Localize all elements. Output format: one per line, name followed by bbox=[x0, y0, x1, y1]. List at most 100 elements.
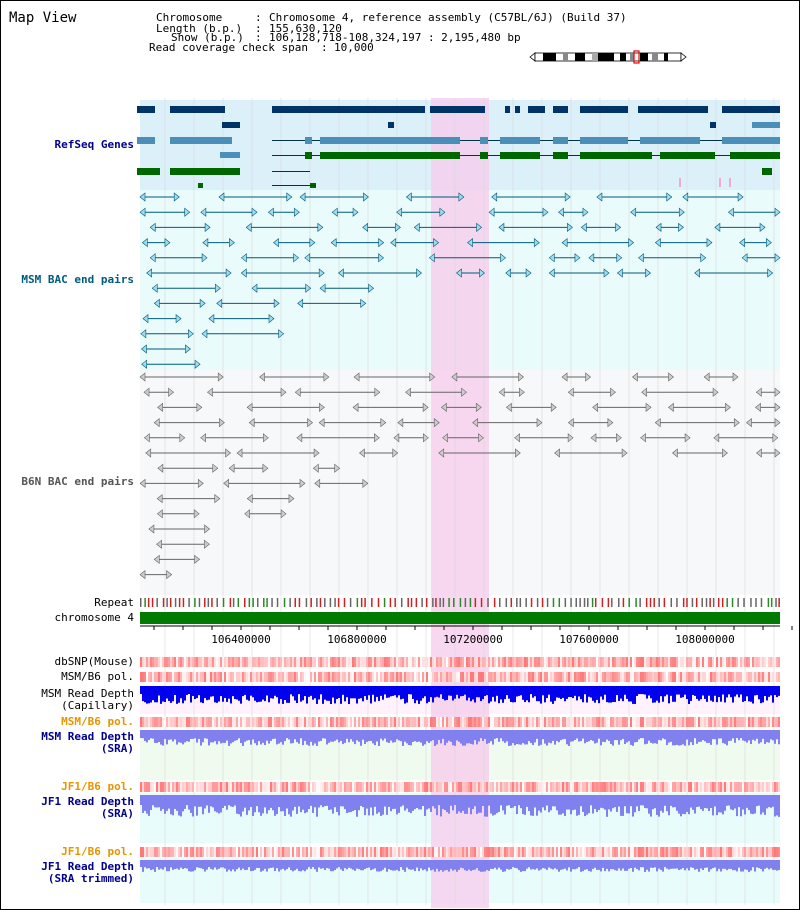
jf1-depth-trim-bar bbox=[772, 860, 774, 870]
msm-bac-pair-end bbox=[199, 298, 206, 309]
jf1-depth-trim-bar bbox=[358, 860, 360, 870]
jf1-depth-trim-bar bbox=[736, 860, 738, 872]
msm-b6-pol-cell bbox=[700, 672, 702, 682]
msm-b6-pol-cell bbox=[754, 717, 756, 727]
msm-depth-sra-bar bbox=[200, 730, 202, 746]
jf1-depth-trim-bar bbox=[248, 860, 250, 868]
jf1-b6-pol-cell bbox=[264, 847, 266, 857]
msm-bac-pair-end bbox=[694, 268, 700, 278]
msm-b6-pol-cell bbox=[374, 672, 376, 682]
jf1-depth-sra-bar bbox=[238, 795, 240, 815]
jf1-depth-sra-bar bbox=[772, 795, 774, 807]
msm-b6-pol-cell bbox=[756, 672, 758, 682]
msm-depth-cap-bar bbox=[322, 686, 324, 704]
msm-depth-sra-bar bbox=[242, 730, 244, 746]
repeat-element bbox=[645, 598, 648, 607]
jf1-depth-sra-bar bbox=[432, 795, 434, 807]
jf1-depth-sra-bar bbox=[336, 795, 338, 812]
msm-b6-pol-cell bbox=[640, 717, 642, 727]
msm-b6-pol-cell bbox=[406, 672, 408, 682]
msm-b6-pol-cell bbox=[650, 717, 652, 727]
jf1-b6-pol-cell bbox=[278, 847, 280, 857]
msm-b6-pol-cell bbox=[430, 672, 432, 682]
msm-bac-pair-end bbox=[491, 192, 498, 202]
jf1-b6-pol-cell bbox=[564, 847, 566, 857]
msm-depth-cap-bar bbox=[522, 686, 524, 700]
b6n-bac-pair-end bbox=[166, 569, 173, 580]
jf1-b6-pol-cell bbox=[210, 782, 212, 792]
jf1-depth-sra-bar bbox=[726, 795, 728, 806]
msm-depth-sra-bar bbox=[156, 730, 158, 743]
jf1-b6-pol-cell bbox=[590, 847, 592, 857]
jf1-depth-sra-bar bbox=[500, 795, 502, 806]
msm-bac-pair-end bbox=[141, 237, 148, 248]
jf1-b6-pol-cell bbox=[368, 782, 370, 792]
gene-exon bbox=[730, 152, 780, 159]
msm-b6-pol-cell bbox=[148, 717, 150, 727]
jf1-depth-trim-bar bbox=[216, 860, 218, 870]
jf1-depth-sra-bar bbox=[584, 795, 586, 817]
dbsnp-cell bbox=[664, 657, 666, 667]
msm-depth-sra-bar bbox=[166, 730, 168, 745]
jf1-depth-sra-bar bbox=[564, 795, 566, 817]
msm-depth-cap-bar bbox=[400, 686, 402, 700]
msm-depth-sra-bar bbox=[744, 730, 746, 742]
jf1-depth-sra-bar bbox=[412, 795, 414, 811]
jf1-b6-pol-cell bbox=[392, 782, 394, 792]
msm-depth-cap-bar bbox=[774, 686, 776, 696]
msm-b6-pol-cell bbox=[694, 717, 696, 727]
repeat-element bbox=[510, 598, 513, 607]
msm-b6-pol-cell bbox=[690, 717, 692, 727]
jf1-depth-trim-bar bbox=[200, 860, 202, 869]
msm-depth-sra-bar bbox=[324, 730, 326, 739]
jf1-b6-pol-cell bbox=[742, 782, 744, 792]
msm-b6-pol-cell bbox=[508, 672, 510, 682]
jf1-b6-pol-cell bbox=[436, 782, 438, 792]
jf1-depth-sra-bar bbox=[234, 795, 236, 806]
jf1-depth-trim-bar bbox=[160, 860, 162, 869]
msm-b6-pol-cell bbox=[736, 672, 738, 682]
msm-depth-cap-bar bbox=[238, 686, 240, 701]
jf1-depth-trim-bar bbox=[662, 860, 664, 872]
repeat-element bbox=[194, 598, 196, 607]
jf1-depth-sra-bar bbox=[544, 795, 546, 811]
repeat-element bbox=[425, 598, 428, 607]
msm-b6-pol-cell bbox=[412, 717, 414, 727]
jf1-depth-sra-bar bbox=[632, 795, 634, 817]
msm-b6-pol-cell bbox=[392, 717, 394, 727]
dbsnp-cell bbox=[594, 657, 596, 667]
jf1-depth-trim-bar bbox=[596, 860, 598, 870]
msm-b6-pol-cell bbox=[372, 672, 374, 682]
jf1-b6-pol-cell bbox=[736, 847, 738, 857]
jf1-b6-pol-cell bbox=[614, 782, 616, 792]
msm-depth-sra-bar bbox=[266, 730, 268, 741]
jf1-depth-trim-bar bbox=[170, 860, 172, 868]
dbsnp-cell bbox=[262, 657, 264, 667]
jf1-depth-trim-bar bbox=[580, 860, 582, 872]
jf1-b6-pol-cell bbox=[680, 847, 682, 857]
msm-b6-pol-cell bbox=[584, 672, 586, 682]
jf1-depth-trim-bar bbox=[240, 860, 242, 871]
msm-b6-pol-cell bbox=[702, 717, 704, 727]
jf1-b6-pol-cell bbox=[706, 847, 708, 857]
jf1-depth-trim-bar bbox=[778, 860, 780, 870]
msm-b6-pol-cell bbox=[448, 717, 450, 727]
jf1-b6-pol-cell bbox=[588, 847, 590, 857]
jf1-b6-pol-cell bbox=[418, 847, 420, 857]
msm-depth-cap-bar bbox=[754, 686, 756, 696]
jf1-b6-pol-cell bbox=[424, 847, 426, 857]
msm-b6-pol-cell bbox=[228, 672, 230, 682]
msm-depth-sra-bar bbox=[558, 730, 560, 743]
jf1-b6-pol-cell bbox=[512, 782, 514, 792]
msm-b6-pol-cell bbox=[572, 672, 574, 682]
msm-depth-sra-bar bbox=[168, 730, 170, 740]
jf1-b6-pol-cell bbox=[508, 847, 510, 857]
dbsnp-cell bbox=[498, 657, 500, 667]
jf1-b6-pol-cell bbox=[186, 782, 188, 792]
jf1-b6-pol-cell bbox=[488, 782, 490, 792]
track-label-jf1-depth-sra-sub: (SRA) bbox=[100, 807, 134, 820]
msm-depth-sra-bar bbox=[434, 730, 436, 746]
msm-depth-cap-bar bbox=[658, 686, 660, 703]
chromosome-ideogram[interactable] bbox=[0, 0, 800, 98]
msm-b6-pol-cell bbox=[500, 717, 502, 727]
